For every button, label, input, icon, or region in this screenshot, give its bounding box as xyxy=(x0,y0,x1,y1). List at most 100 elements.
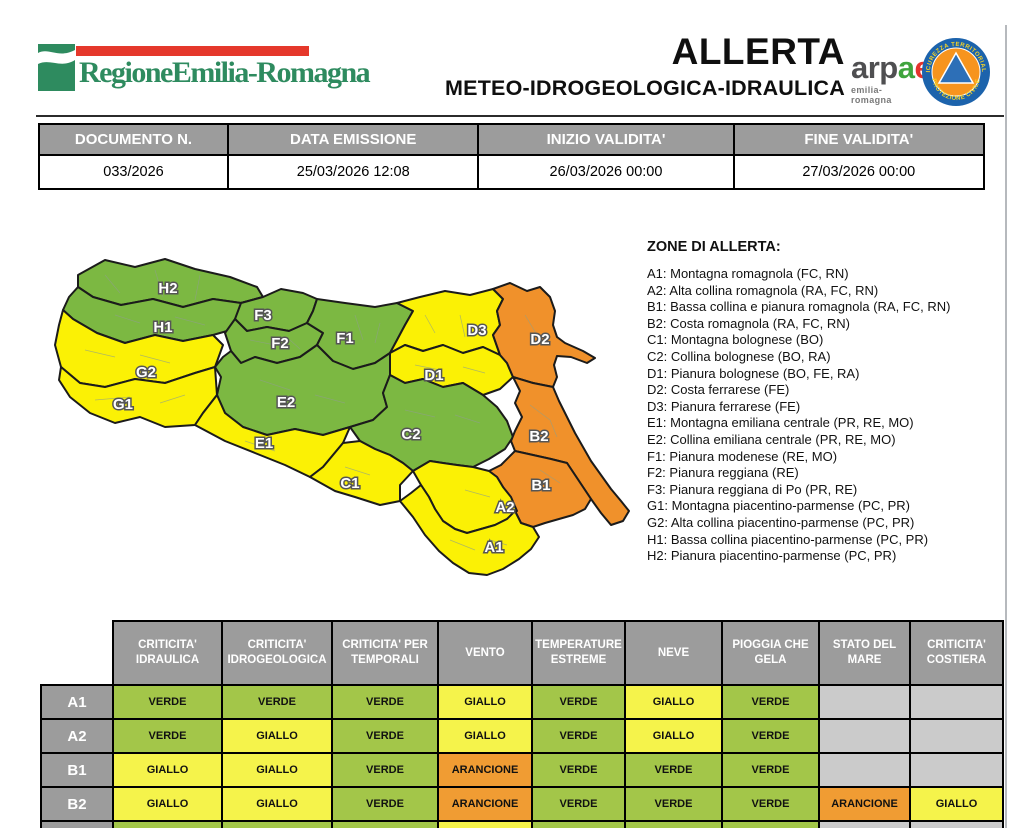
level-cell xyxy=(909,718,1004,754)
level-cell: VERDE xyxy=(331,786,439,822)
page-subtitle: METEO-IDROGEOLOGICA-IDRAULICA xyxy=(445,75,845,100)
row-label-B1: B1 xyxy=(40,752,114,788)
doc-header-row: DOCUMENTO N. DATA EMISSIONE INIZIO VALID… xyxy=(38,123,986,156)
map-label-H2: H2 xyxy=(158,280,177,297)
col-header-temperature-estreme: TEMPERATURE ESTREME xyxy=(531,620,626,686)
map-label-F2: F2 xyxy=(271,335,289,352)
page-edge-line xyxy=(1005,25,1007,828)
table-row: A1 VERDE VERDE VERDE GIALLO VERDE GIALLO… xyxy=(40,684,1004,720)
level-cell: GIALLO xyxy=(437,718,533,754)
level-cell: VERDE xyxy=(531,820,626,828)
legend-item: C1: Montagna bolognese (BO) xyxy=(647,332,824,348)
level-cell: VERDE xyxy=(624,786,723,822)
level-cell xyxy=(909,752,1004,788)
region-logo-redbar xyxy=(76,46,309,56)
legend-item: H2: Pianura piacentino-parmense (PC, PR) xyxy=(647,548,897,564)
level-cell xyxy=(909,684,1004,720)
legend-item: H1: Bassa collina piacentino-parmense (P… xyxy=(647,531,929,547)
level-cell: VERDE xyxy=(112,684,223,720)
map-label-D1: D1 xyxy=(424,367,443,384)
legend-item: G2: Alta collina piacentino-parmense (PC… xyxy=(647,514,915,530)
legend-item: F3: Pianura reggiana di Po (PR, RE) xyxy=(647,481,858,497)
level-cell: GIALLO xyxy=(437,684,533,720)
doc-header-inizio: INIZIO VALIDITA' xyxy=(477,123,735,156)
legend-item: B2: Costa romagnola (RA, FC, RN) xyxy=(647,315,851,331)
level-cell: VERDE xyxy=(112,820,223,828)
level-cell: VERDE xyxy=(221,820,333,828)
table-row-partial: C1 VERDE VERDE VERDE GIALLO VERDE VERDE … xyxy=(40,820,1004,828)
legend-item: D2: Costa ferrarese (FE) xyxy=(647,382,790,398)
level-cell xyxy=(818,752,911,788)
level-cell: VERDE xyxy=(531,684,626,720)
map-label-A1: A1 xyxy=(484,539,503,556)
level-cell: GIALLO xyxy=(112,786,223,822)
map-label-B1: B1 xyxy=(531,477,550,494)
level-cell: VERDE xyxy=(721,820,820,828)
region-logo-text: RegioneEmilia-Romagna xyxy=(79,56,371,89)
col-header-criticita-idraulica: CRITICITA' IDRAULICA xyxy=(112,620,223,686)
level-cell: GIALLO xyxy=(624,684,723,720)
level-cell: GIALLO xyxy=(909,786,1004,822)
level-cell: VERDE xyxy=(331,820,439,828)
map-label-C1: C1 xyxy=(340,475,359,492)
level-cell: VERDE xyxy=(624,752,723,788)
level-cell: VERDE xyxy=(531,718,626,754)
map-zone-D2 xyxy=(492,282,596,388)
legend-item: F1: Pianura modenese (RE, MO) xyxy=(647,448,838,464)
legend-item: A1: Montagna romagnola (FC, RN) xyxy=(647,266,849,281)
col-header-criticita-idrogeologica: CRITICITA' IDROGEOLOGICA xyxy=(221,620,333,686)
level-cell: GIALLO xyxy=(624,718,723,754)
legend-item: D3: Pianura ferrarese (FE) xyxy=(647,398,801,414)
map-label-G1: G1 xyxy=(113,396,133,413)
header-divider xyxy=(36,115,1004,117)
map-label-B2: B2 xyxy=(529,428,548,445)
legend-item: E1: Montagna emiliana centrale (PR, RE, … xyxy=(647,415,914,431)
alert-header-row: CRITICITA' IDRAULICA CRITICITA' IDROGEOL… xyxy=(41,620,1004,686)
arpae-subtitle: emilia-romagna xyxy=(851,85,892,105)
map-label-E2: E2 xyxy=(277,394,295,411)
level-cell: GIALLO xyxy=(221,786,333,822)
doc-header-fine: FINE VALIDITA' xyxy=(732,123,986,156)
level-cell: VERDE xyxy=(531,786,626,822)
page-title: ALLERTA xyxy=(671,31,845,72)
col-header-criticita-temporali: CRITICITA' PER TEMPORALI xyxy=(331,620,439,686)
map-label-D2: D2 xyxy=(530,331,549,348)
col-header-pioggia-che-gela: PIOGGIA CHE GELA xyxy=(721,620,820,686)
table-row: B2 GIALLO GIALLO VERDE ARANCIONE VERDE V… xyxy=(40,786,1004,822)
doc-value-row: 033/2026 25/03/2026 12:08 26/03/2026 00:… xyxy=(38,154,986,190)
legend-item: C2: Collina bolognese (BO, RA) xyxy=(647,348,831,364)
alert-levels-table: CRITICITA' IDRAULICA CRITICITA' IDROGEOL… xyxy=(40,620,1004,828)
table-row: A2 VERDE GIALLO VERDE GIALLO VERDE GIALL… xyxy=(40,718,1004,754)
map-label-D3: D3 xyxy=(467,322,486,339)
level-cell: VERDE xyxy=(624,820,723,828)
level-cell: ARANCIONE xyxy=(818,786,911,822)
map-label-H1: H1 xyxy=(153,319,172,336)
document-heading: ALLERTA METEO-IDROGEOLOGICA-IDRAULICA xyxy=(350,31,845,101)
map-label-F3: F3 xyxy=(254,307,272,324)
zones-legend-title: ZONE DI ALLERTA: xyxy=(647,239,781,255)
doc-numero: 033/2026 xyxy=(38,154,229,190)
level-cell: GIALLO xyxy=(437,820,533,828)
legend-item: G1: Montagna piacentino-parmense (PC, PR… xyxy=(647,498,911,514)
map-label-C2: C2 xyxy=(401,426,420,443)
level-cell xyxy=(818,820,911,828)
alert-zones-map: H2 H1 G2 G1 F3 F2 F1 E2 E1 D3 D1 D2 C2 C… xyxy=(54,258,630,576)
row-label-C1: C1 xyxy=(40,820,114,828)
level-cell: GIALLO xyxy=(112,752,223,788)
map-label-E1: E1 xyxy=(255,435,273,452)
map-zone-B2 xyxy=(510,376,630,526)
doc-header-numero: DOCUMENTO N. xyxy=(38,123,229,156)
doc-fine: 27/03/2026 00:00 xyxy=(732,154,986,190)
level-cell: VERDE xyxy=(721,684,820,720)
level-cell: GIALLO xyxy=(221,752,333,788)
row-label-A1: A1 xyxy=(40,684,114,720)
level-cell: VERDE xyxy=(331,684,439,720)
legend-item: F2: Pianura reggiana (RE) xyxy=(647,465,799,481)
zones-legend: ZONE DI ALLERTA: A1: Montagna romagnola … xyxy=(647,239,1017,565)
level-cell: VERDE xyxy=(531,752,626,788)
row-label-B2: B2 xyxy=(40,786,114,822)
level-cell: ARANCIONE xyxy=(437,786,533,822)
col-header-vento: VENTO xyxy=(437,620,533,686)
region-logo-icon xyxy=(38,44,75,91)
